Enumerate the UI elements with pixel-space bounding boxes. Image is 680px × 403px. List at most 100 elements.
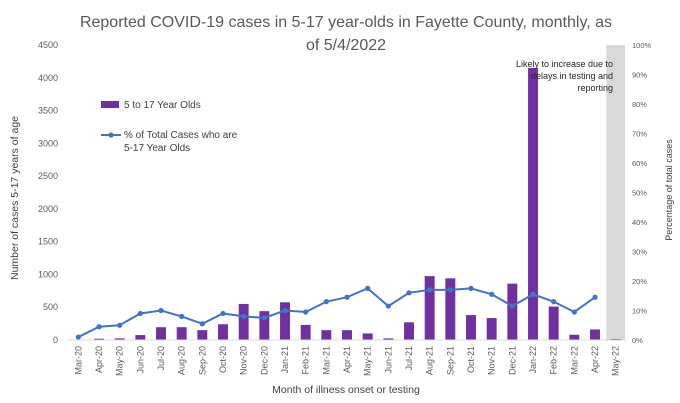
bar bbox=[321, 330, 332, 340]
y-tick-label: 4500 bbox=[38, 40, 58, 50]
x-tick-label: Aug-20 bbox=[177, 346, 187, 375]
x-tick-label: Mar-22 bbox=[569, 346, 579, 375]
line-series bbox=[75, 285, 598, 340]
x-tick-label: May-21 bbox=[363, 346, 373, 376]
bar bbox=[362, 333, 373, 340]
data-point bbox=[571, 309, 577, 315]
data-point bbox=[592, 294, 598, 300]
y-right-tick-label: 90% bbox=[632, 71, 647, 80]
y-right-tick-label: 30% bbox=[632, 248, 647, 257]
legend-bar-label: 5 to 17 Year Olds bbox=[124, 100, 201, 111]
data-point bbox=[551, 299, 557, 305]
data-point bbox=[96, 324, 102, 330]
y-right-tick-label: 20% bbox=[632, 277, 647, 286]
data-point bbox=[282, 307, 288, 314]
chart-title-line-1: Reported COVID-19 cases in 5-17 year-old… bbox=[80, 14, 612, 31]
data-point bbox=[365, 285, 371, 291]
data-point bbox=[385, 303, 391, 309]
bar bbox=[548, 306, 559, 340]
bar bbox=[280, 302, 290, 340]
x-axis-ticks: Mar-20 Apr-20 May-20 Jun-20 Jul-20 Aug-20 Sep-… bbox=[73, 346, 620, 376]
y-right-tick-label: 10% bbox=[632, 307, 647, 316]
x-axis-label: Month of illness onset or testing bbox=[272, 384, 420, 396]
bar bbox=[424, 276, 435, 340]
bar bbox=[94, 338, 104, 340]
data-point bbox=[199, 321, 205, 327]
bar bbox=[507, 283, 518, 340]
legend-line-label-1: % of Total Cases who are bbox=[124, 130, 238, 141]
y-tick-label: 2000 bbox=[38, 204, 58, 214]
legend-bar-swatch bbox=[101, 101, 119, 108]
data-point bbox=[117, 322, 123, 328]
y-tick-label: 2500 bbox=[38, 171, 58, 181]
y-tick-label: 1500 bbox=[38, 237, 58, 247]
legend: 5 to 17 Year Olds % of Total Cases who a… bbox=[101, 100, 238, 154]
shaded-region bbox=[606, 45, 625, 340]
chart-title-line-2: of 5/4/2022 bbox=[306, 37, 386, 54]
y-tick-label: 500 bbox=[43, 302, 58, 312]
x-tick-label: Sep-21 bbox=[445, 346, 455, 375]
data-point bbox=[261, 315, 267, 321]
x-tick-label: Apr-22 bbox=[590, 346, 600, 373]
y-tick-label: 3500 bbox=[38, 106, 58, 116]
y-right-tick-label: 70% bbox=[632, 130, 647, 139]
bar bbox=[383, 338, 394, 340]
legend-line-label-2: 5-17 Year Olds bbox=[124, 143, 190, 154]
data-point bbox=[489, 291, 495, 297]
right-axis-label: Percentage of total cases bbox=[664, 139, 674, 241]
x-tick-label: May-20 bbox=[115, 346, 125, 376]
x-tick-label: May-22 bbox=[611, 346, 621, 376]
annotation-line-2: delays in testing and bbox=[531, 71, 613, 81]
x-tick-label: Jul-21 bbox=[404, 346, 414, 371]
data-point bbox=[530, 291, 536, 297]
annotation-line-1: Likely to increase due to bbox=[516, 59, 613, 69]
bar bbox=[135, 335, 146, 340]
bar bbox=[218, 324, 228, 340]
data-point bbox=[137, 310, 143, 317]
x-tick-label: Nov-21 bbox=[487, 346, 497, 375]
bar-series bbox=[73, 67, 621, 340]
y-tick-label: 3000 bbox=[38, 138, 58, 148]
bar bbox=[466, 315, 476, 340]
data-point bbox=[323, 299, 329, 305]
bar bbox=[156, 327, 166, 340]
series-line bbox=[77, 287, 596, 338]
y-axis-label: Number of cases 5-17 years of age bbox=[9, 116, 21, 280]
y-right-tick-label: 40% bbox=[632, 218, 647, 227]
x-tick-label: Apr-21 bbox=[342, 346, 352, 373]
y-tick-label: 4000 bbox=[38, 73, 58, 83]
data-point bbox=[509, 303, 515, 309]
y-right-tick-label: 0% bbox=[632, 336, 643, 345]
y-right-tick-label: 80% bbox=[632, 100, 647, 109]
data-point bbox=[447, 287, 453, 293]
x-tick-label: Oct-21 bbox=[466, 346, 476, 373]
bar bbox=[176, 327, 187, 340]
bar bbox=[528, 67, 538, 340]
x-tick-label: Dec-21 bbox=[507, 346, 517, 375]
x-tick-label: Oct-20 bbox=[218, 346, 228, 373]
x-tick-label: Jan-21 bbox=[280, 346, 290, 374]
x-tick-label: Feb-21 bbox=[301, 346, 311, 375]
bar bbox=[238, 303, 249, 340]
x-tick-label: Aug-21 bbox=[425, 346, 435, 375]
right-axis-ticks: 0% 10% 20% 30% 40% 50% 60% 70% 80% 90% 100% bbox=[632, 41, 652, 345]
bar bbox=[300, 324, 311, 340]
data-point bbox=[303, 309, 309, 315]
x-tick-label: Jun-20 bbox=[135, 346, 145, 374]
x-tick-label: Mar-20 bbox=[73, 346, 83, 375]
x-tick-label: Sep-20 bbox=[197, 346, 207, 375]
data-point bbox=[241, 313, 247, 319]
data-point bbox=[220, 310, 226, 317]
data-point bbox=[158, 307, 164, 314]
bar bbox=[445, 278, 456, 340]
x-tick-label: Mar-21 bbox=[321, 346, 331, 375]
x-tick-label: Jun-21 bbox=[383, 346, 393, 374]
bar bbox=[569, 334, 580, 340]
data-point bbox=[179, 313, 185, 319]
data-point bbox=[75, 334, 81, 340]
bar bbox=[259, 311, 270, 340]
annotation: Likely to increase due to delays in test… bbox=[516, 59, 613, 93]
y-tick-label: 0 bbox=[53, 335, 58, 345]
